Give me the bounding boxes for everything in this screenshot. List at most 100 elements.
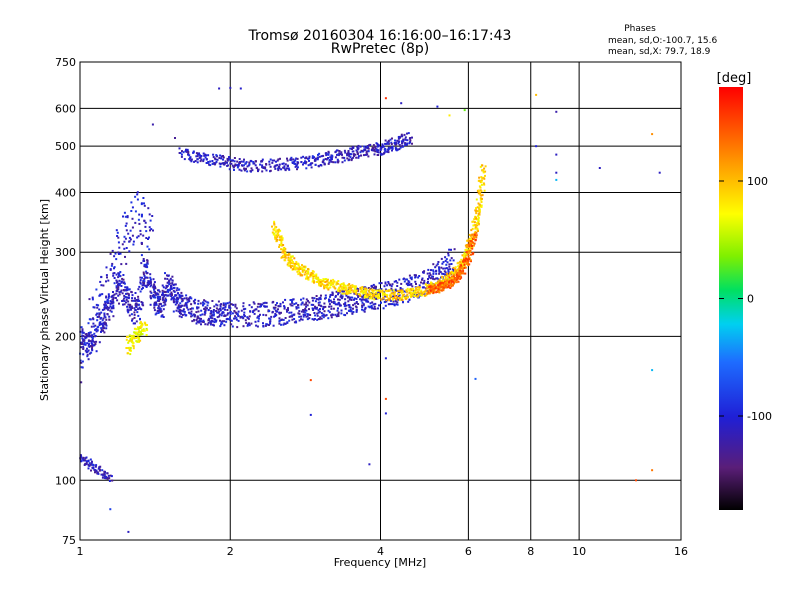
data-point [468, 238, 471, 241]
data-point [164, 297, 167, 300]
data-point [297, 262, 300, 265]
data-point [393, 142, 396, 144]
data-point [206, 304, 209, 307]
data-point [94, 343, 97, 345]
data-point [98, 466, 101, 469]
data-point [107, 306, 110, 309]
data-point [430, 281, 432, 284]
data-point [103, 472, 106, 475]
data-point [230, 319, 233, 322]
data-point [81, 331, 84, 334]
data-point [233, 157, 236, 159]
data-point [306, 304, 309, 307]
data-point [332, 307, 335, 310]
data-point [257, 320, 260, 323]
data-point [471, 227, 474, 230]
data-point [85, 336, 88, 339]
data-point [109, 508, 112, 511]
data-point [325, 154, 328, 157]
data-point [432, 286, 435, 289]
data-point [174, 283, 177, 286]
data-point [279, 239, 282, 242]
data-point [241, 164, 244, 167]
data-point [324, 294, 327, 297]
data-point [177, 298, 179, 300]
data-point [271, 225, 273, 228]
data-point [137, 235, 140, 238]
data-point [183, 297, 186, 300]
data-point [480, 181, 483, 184]
data-point [141, 301, 144, 304]
data-point [398, 278, 401, 281]
y-tick-label: 750 [55, 56, 76, 69]
data-point [121, 292, 124, 295]
data-point [219, 307, 221, 310]
data-point [391, 283, 394, 286]
data-point [314, 300, 317, 303]
data-point [140, 254, 143, 257]
data-point [224, 305, 227, 308]
data-point [327, 283, 330, 286]
data-point [193, 318, 195, 321]
data-point [371, 289, 374, 292]
data-point [224, 160, 227, 163]
data-point [449, 259, 452, 262]
data-point [238, 168, 241, 171]
data-point [174, 294, 177, 297]
data-point [88, 464, 91, 467]
data-point [472, 224, 475, 227]
data-point [116, 280, 119, 283]
data-point [314, 307, 317, 310]
data-point [314, 163, 317, 166]
data-point [139, 321, 142, 324]
data-point [405, 297, 408, 300]
data-point [190, 312, 193, 315]
data-point [475, 209, 478, 212]
data-point [313, 281, 315, 284]
data-point [126, 352, 129, 355]
data-point [354, 285, 357, 288]
data-point [209, 316, 212, 319]
data-point [261, 170, 264, 173]
data-point [166, 277, 169, 280]
data-point [198, 156, 201, 159]
data-point [351, 312, 354, 315]
data-point [229, 319, 232, 321]
data-point [178, 288, 181, 291]
data-point [282, 255, 285, 258]
data-point [142, 330, 145, 332]
data-point [87, 322, 90, 325]
data-point [92, 322, 95, 325]
data-point [154, 286, 156, 289]
data-point [295, 307, 298, 310]
data-point [172, 289, 175, 292]
data-point [125, 338, 128, 341]
data-point [271, 159, 274, 162]
data-point [239, 315, 242, 318]
data-point [141, 276, 143, 279]
data-point [136, 326, 139, 329]
data-point [335, 315, 338, 318]
data-point [113, 267, 115, 270]
data-point [246, 324, 249, 327]
data-point [437, 280, 440, 283]
data-point [96, 306, 99, 309]
data-point [151, 215, 154, 217]
data-point [357, 293, 360, 296]
data-point [186, 301, 189, 304]
data-point [442, 261, 445, 263]
data-point [365, 300, 368, 303]
data-point [211, 317, 214, 320]
data-point [104, 300, 107, 303]
data-point [196, 317, 199, 320]
data-point [204, 323, 207, 326]
data-point [224, 162, 226, 165]
data-point [164, 277, 167, 280]
data-point [295, 157, 298, 160]
data-point [434, 266, 437, 269]
data-point [92, 344, 95, 347]
data-point [88, 298, 91, 301]
data-point [156, 310, 159, 312]
data-point [429, 288, 432, 291]
data-point [332, 278, 335, 281]
